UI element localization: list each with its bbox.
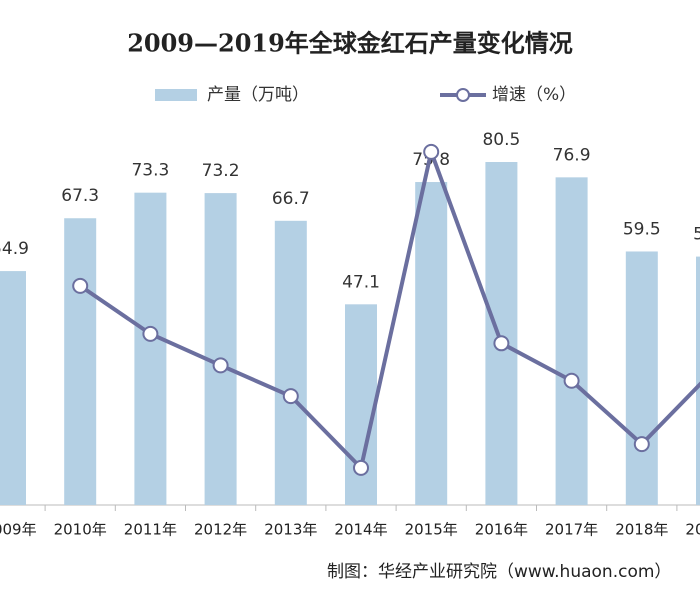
bar (485, 162, 518, 505)
x-tick-label: 2019年 (685, 521, 700, 539)
growth-marker (282, 388, 299, 405)
growth-line (79, 149, 700, 470)
growth-marker (563, 372, 580, 389)
legend-label: 产量（万吨） (207, 85, 309, 105)
legend-label: 增速（%） (492, 85, 576, 105)
growth-marker (353, 459, 369, 476)
growth-marker (423, 143, 440, 160)
bar (696, 256, 700, 505)
x-tick-label: 2014年 (334, 521, 387, 539)
x-tick-label: 2015年 (405, 521, 458, 539)
x-tick-label: 2017年 (545, 521, 598, 539)
x-tick-label: 2012年 (194, 521, 247, 539)
bar (204, 193, 237, 505)
bar (134, 192, 167, 505)
value-label: 66.7 (272, 189, 310, 209)
growth-marker (633, 436, 650, 453)
bar (274, 220, 307, 506)
x-tick-label: 2016年 (475, 521, 528, 539)
value-label: 54.9 (0, 239, 29, 259)
bar (625, 251, 658, 505)
x-tick-label: 2009年 (0, 521, 37, 539)
x-tick-label: 2018年 (615, 521, 668, 539)
value-label: 59.5 (623, 219, 661, 239)
chart-title: 2009—2019年全球金红石产量变化情况 (127, 29, 573, 58)
value-label: 58.3 (693, 225, 700, 245)
bar (64, 218, 97, 506)
value-label: 76.9 (553, 145, 591, 165)
growth-marker (72, 277, 89, 294)
bar (0, 271, 26, 505)
source: 制图：华经产业研究院（www.huaon.com） (327, 562, 671, 582)
value-label: 47.1 (342, 272, 380, 292)
value-label: 80.5 (482, 130, 520, 150)
bar (415, 182, 448, 505)
growth-marker (493, 335, 510, 352)
growth-marker (212, 357, 229, 374)
x-tick-label: 2011年 (124, 521, 177, 539)
growth-marker (142, 325, 159, 342)
legend-swatch (155, 89, 197, 101)
value-label: 73.2 (202, 161, 240, 181)
value-label: 73.3 (131, 161, 169, 181)
x-tick-label: 2013年 (264, 521, 317, 539)
value-label: 67.3 (61, 186, 99, 206)
legend-marker (456, 88, 470, 102)
x-tick-label: 2010年 (54, 521, 107, 539)
bar (555, 177, 588, 506)
